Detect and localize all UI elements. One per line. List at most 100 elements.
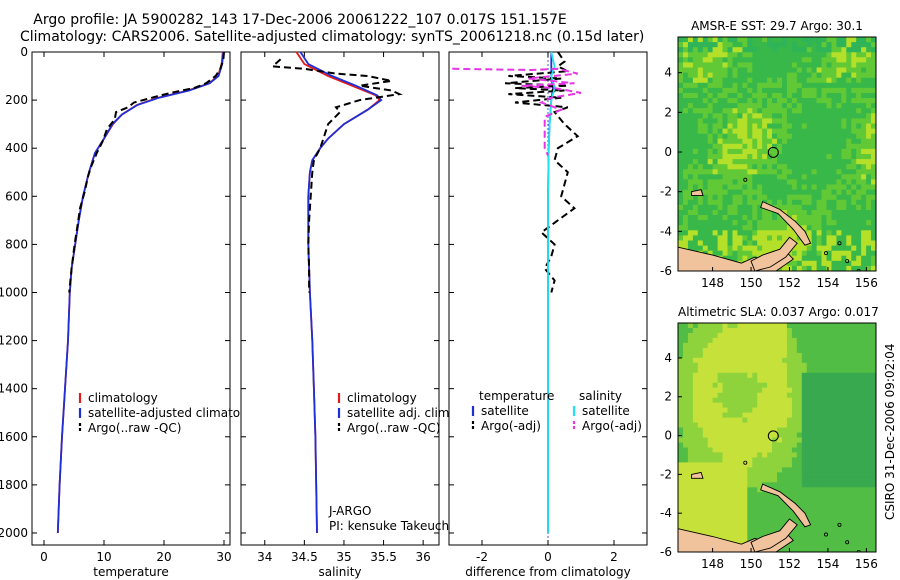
map-cell: [871, 62, 876, 69]
map-cell: [747, 164, 753, 170]
map-cell: [727, 417, 733, 424]
map-cell: [717, 174, 724, 180]
map-cell: [841, 72, 847, 79]
map-cell: [722, 245, 728, 252]
map-cell: [762, 47, 768, 53]
map-cell: [737, 412, 743, 419]
map-cell: [767, 462, 773, 468]
map-cell: [772, 442, 778, 449]
map-cell: [811, 189, 818, 196]
map-cell: [826, 215, 832, 221]
map-cell: [732, 337, 738, 344]
map-cell: [821, 402, 827, 409]
legend-label: climatology: [347, 391, 417, 405]
map-cell: [727, 472, 733, 478]
map-cell: [687, 93, 694, 99]
map-cell: [806, 199, 813, 206]
map-cell: [727, 47, 733, 53]
map-cell: [796, 118, 803, 125]
map-cell: [782, 502, 788, 508]
map-cell: [782, 452, 788, 458]
map-cell: [767, 382, 773, 389]
map-cell: [687, 225, 694, 231]
map-cell: [772, 422, 778, 429]
map-cell: [777, 387, 783, 394]
map-cell: [791, 199, 798, 206]
map-cell: [687, 159, 694, 165]
map-cell: [697, 407, 704, 414]
map-cell: [757, 502, 763, 508]
map-cell: [856, 265, 862, 271]
map-cell: [871, 159, 876, 165]
map-y-tick-label: 4: [664, 66, 672, 80]
map-cell: [692, 352, 699, 359]
map-cell: [727, 42, 733, 48]
map-cell: [821, 333, 827, 339]
map-cell: [697, 230, 704, 236]
map-cell: [841, 377, 847, 384]
map-cell: [747, 333, 753, 339]
map-cell: [777, 235, 783, 242]
map-cell: [846, 143, 852, 150]
map-cell: [801, 143, 808, 150]
map-cell: [866, 482, 872, 488]
map-cell: [831, 230, 837, 236]
map-cell: [866, 169, 872, 175]
map-cell: [871, 337, 876, 344]
map-cell: [732, 328, 738, 334]
map-cell: [816, 93, 823, 99]
map-cell: [801, 367, 808, 374]
map-cell: [831, 537, 837, 543]
map-cell: [856, 143, 862, 150]
map-cell: [777, 372, 783, 379]
map-cell: [717, 240, 724, 247]
map-cell: [782, 427, 788, 434]
map-cell: [841, 260, 847, 267]
map-cell: [871, 260, 876, 267]
map-cell: [697, 487, 704, 493]
map-cell: [722, 87, 728, 94]
map-cell: [692, 98, 699, 104]
map-cell: [752, 452, 758, 458]
map-cell: [747, 174, 753, 180]
map-cell: [732, 255, 738, 262]
map-cell: [767, 133, 773, 140]
map-cell: [821, 118, 827, 125]
map-cell: [687, 392, 694, 399]
map-cell: [732, 174, 738, 180]
map-cell: [678, 457, 684, 463]
map-cell: [732, 392, 738, 399]
map-cell: [841, 347, 847, 354]
map-cell: [697, 482, 704, 488]
map-cell: [856, 527, 862, 533]
map-cell: [826, 93, 832, 99]
map-cell: [786, 382, 793, 389]
map-cell: [712, 522, 719, 528]
map-cell: [782, 412, 788, 419]
map-cell: [851, 507, 857, 513]
map-cell: [678, 487, 684, 493]
map-cell: [851, 210, 857, 216]
map-cell: [692, 67, 699, 74]
map-cell: [757, 532, 763, 538]
map-cell: [831, 148, 837, 155]
map-cell: [831, 37, 837, 43]
map-cell: [717, 87, 724, 94]
map-cell: [722, 199, 728, 206]
map-cell: [707, 377, 714, 384]
map-cell: [806, 352, 813, 359]
map-cell: [732, 204, 738, 211]
map-cell: [678, 204, 684, 211]
map-cell: [856, 159, 862, 165]
map-cell: [732, 487, 738, 493]
map-cell: [772, 527, 778, 533]
map-cell: [791, 412, 798, 419]
map-cell: [831, 447, 837, 454]
map-cell: [816, 47, 823, 53]
map-cell: [772, 37, 778, 43]
map-cell: [742, 169, 748, 175]
map-cell: [841, 42, 847, 48]
map-cell: [722, 323, 728, 329]
map-cell: [732, 333, 738, 339]
map-cell: [831, 392, 837, 399]
